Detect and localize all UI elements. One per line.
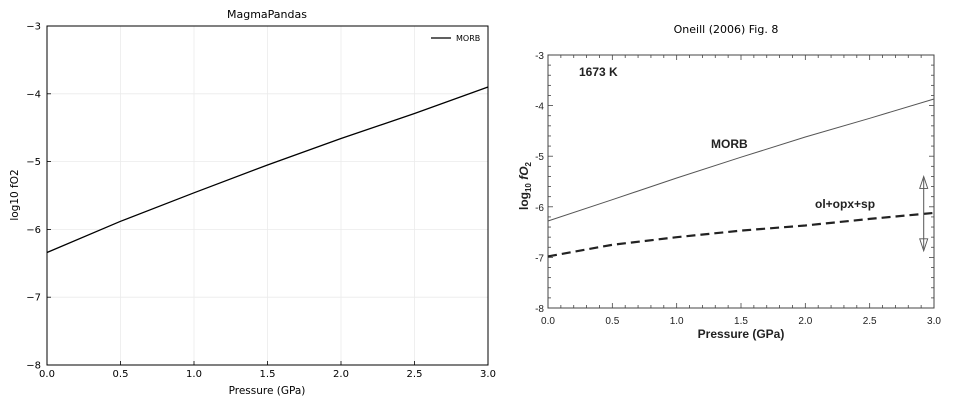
left-x-tick-label: 2.5 (407, 369, 423, 380)
left-y-tick-label: −3 (26, 22, 41, 33)
right-series-line-buffer (547, 211, 935, 258)
left-x-axis-label: Pressure (GPa) (229, 385, 306, 397)
left-y-tick-label: −8 (26, 361, 41, 372)
left-series-line-morb (46, 86, 489, 254)
right-series-group (547, 98, 935, 258)
right-chart-title: Oneill (2006) Fig. 8 (674, 23, 779, 36)
left-series-group (46, 86, 489, 254)
left-y-tick-label: −5 (26, 157, 41, 168)
right-y-tick-label: -3 (535, 51, 544, 62)
right-series-line-morb (547, 98, 935, 222)
right-y-tick-label: -4 (535, 102, 544, 113)
right-x-tick-label: 0.5 (605, 316, 619, 327)
left-x-tick-label: 3.0 (480, 369, 496, 380)
right-ticks: 0.0 0.5 1.0 1.5 2.0 2.5 3.0 -8 -7 -6 -5 -4 -3 (535, 51, 941, 327)
right-y-tick-label: -5 (535, 152, 544, 163)
left-legend-label: MORB (456, 34, 480, 43)
morb-annotation: MORB (711, 137, 748, 151)
left-chart-panel: MagmaPandas 0.0 0.5 1.0 1.5 2.0 2.5 3.0 −8 −7 −6… (9, 8, 496, 397)
right-x-axis-label: Pressure (GPa) (698, 327, 785, 341)
right-y-tick-label: -8 (535, 304, 544, 315)
uncertainty-arrow (919, 175, 929, 253)
left-legend: MORB (431, 34, 480, 43)
left-x-tick-label: 1.5 (260, 369, 276, 380)
right-y-label-sub2: 2 (524, 161, 533, 166)
left-x-tick-label: 0.0 (39, 369, 55, 380)
left-y-ticks: −8 −7 −6 −5 −4 −3 (26, 22, 51, 372)
right-y-tick-label: -7 (535, 253, 544, 264)
right-y-label-sub: 10 (524, 183, 533, 192)
left-y-tick-label: −6 (26, 225, 41, 236)
right-x-tick-label: 0.0 (541, 316, 555, 327)
left-grid (46, 25, 489, 366)
buffer-annotation: ol+opx+sp (815, 197, 875, 211)
right-y-label-fo: fO (517, 166, 531, 183)
left-y-tick-label: −4 (26, 89, 41, 100)
right-x-tick-label: 3.0 (927, 316, 941, 327)
right-y-label-log: log (517, 192, 531, 210)
right-y-axis-label: log10 fO2 (517, 161, 533, 210)
left-x-ticks: 0.0 0.5 1.0 1.5 2.0 2.5 3.0 (39, 361, 496, 380)
right-y-tick-label: -6 (535, 203, 544, 214)
left-y-tick-label: −7 (26, 293, 41, 304)
left-x-tick-label: 1.0 (186, 369, 202, 380)
right-x-tick-label: 2.5 (863, 316, 877, 327)
left-x-tick-label: 0.5 (113, 369, 129, 380)
right-chart-panel: Oneill (2006) Fig. 8 0.0 0.5 1.0 1.5 2.0 2.5 3… (517, 23, 941, 341)
right-plot-frame (547, 54, 935, 309)
right-x-tick-label: 2.0 (798, 316, 812, 327)
right-x-tick-label: 1.5 (734, 316, 748, 327)
left-chart-title: MagmaPandas (227, 8, 307, 21)
left-y-axis-label: log10 fO2 (9, 169, 21, 220)
uncertainty-arrow-head-down (919, 238, 929, 253)
left-x-tick-label: 2.0 (333, 369, 349, 380)
right-x-tick-label: 1.0 (670, 316, 684, 327)
temperature-annotation: 1673 K (579, 65, 618, 79)
uncertainty-arrow-head-up (919, 175, 929, 189)
